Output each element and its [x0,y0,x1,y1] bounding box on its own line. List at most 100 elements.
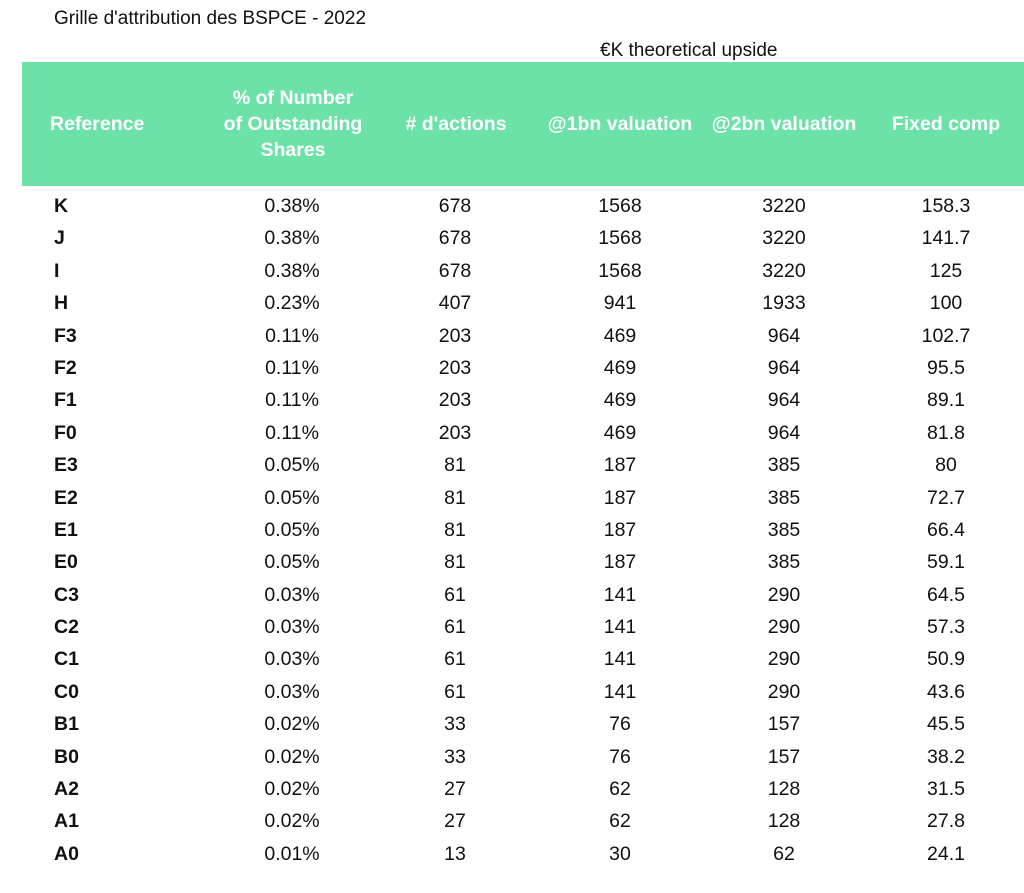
cell-number-of-shares: 203 [438,324,472,347]
table-row: F0 0.11% 203 469 964 81.8 [0,417,1024,449]
cell-reference: J [54,227,65,250]
cell-percent-shares: 0.05% [264,454,320,477]
table-row: F2 0.11% 203 469 964 95.5 [0,352,1024,384]
cell-fixed-comp: 66.4 [927,518,965,541]
cell-reference: F0 [54,421,77,444]
cell-1bn-valuation: 469 [603,389,637,412]
table-row: F1 0.11% 203 469 964 89.1 [0,384,1024,416]
cell-reference: C0 [54,680,79,703]
cell-1bn-valuation: 76 [609,745,631,768]
cell-2bn-valuation: 128 [767,810,801,833]
cell-number-of-shares: 81 [444,454,466,477]
cell-number-of-shares: 81 [444,551,466,574]
upside-group-label: €K theoretical upside [600,40,778,61]
column-header-1bn-valuation: @1bn valuation [547,113,693,135]
table-row: E3 0.05% 81 187 385 80 [0,449,1024,481]
cell-1bn-valuation: 187 [603,486,637,509]
cell-fixed-comp: 125 [929,259,963,282]
table-row: E1 0.05% 81 187 385 66.4 [0,514,1024,546]
cell-reference: A1 [54,810,79,833]
cell-percent-shares: 0.02% [264,778,320,801]
cell-number-of-shares: 203 [438,389,472,412]
column-header-reference: Reference [50,113,145,135]
cell-percent-shares: 0.02% [264,745,320,768]
cell-percent-shares: 0.05% [264,551,320,574]
cell-2bn-valuation: 1933 [762,292,806,315]
table-row: K 0.38% 678 1568 3220 158.3 [0,190,1024,222]
cell-number-of-shares: 61 [444,648,466,671]
cell-number-of-shares: 13 [444,842,466,865]
cell-fixed-comp: 43.6 [927,680,965,703]
cell-reference: C2 [54,616,79,639]
cell-percent-shares: 0.03% [264,616,320,639]
table-row: H 0.23% 407 941 1933 100 [0,287,1024,319]
column-header-number-of-shares: # d'actions [405,113,507,135]
cell-1bn-valuation: 187 [603,551,637,574]
cell-fixed-comp: 27.8 [927,810,965,833]
cell-1bn-valuation: 141 [603,583,637,606]
cell-1bn-valuation: 30 [609,842,631,865]
cell-percent-shares: 0.02% [264,713,320,736]
cell-percent-shares: 0.38% [264,227,320,250]
cell-1bn-valuation: 469 [603,421,637,444]
cell-1bn-valuation: 62 [609,810,631,833]
cell-reference: F3 [54,324,77,347]
cell-fixed-comp: 141.7 [921,227,971,250]
cell-percent-shares: 0.03% [264,680,320,703]
cell-reference: C3 [54,583,79,606]
cell-number-of-shares: 33 [444,745,466,768]
cell-2bn-valuation: 290 [767,648,801,671]
cell-reference: B0 [54,745,79,768]
cell-fixed-comp: 64.5 [927,583,965,606]
cell-2bn-valuation: 385 [767,454,801,477]
cell-1bn-valuation: 141 [603,680,637,703]
cell-2bn-valuation: 128 [767,778,801,801]
table-row: C2 0.03% 61 141 290 57.3 [0,611,1024,643]
cell-number-of-shares: 61 [444,680,466,703]
table-row: J 0.38% 678 1568 3220 141.7 [0,222,1024,254]
cell-fixed-comp: 38.2 [927,745,965,768]
cell-2bn-valuation: 290 [767,616,801,639]
cell-1bn-valuation: 1568 [598,227,642,250]
cell-fixed-comp: 72.7 [927,486,965,509]
cell-percent-shares: 0.23% [264,292,320,315]
cell-2bn-valuation: 62 [773,842,795,865]
cell-percent-shares: 0.11% [265,324,319,347]
cell-2bn-valuation: 290 [767,583,801,606]
cell-reference: F2 [54,356,77,379]
cell-percent-shares: 0.01% [264,842,320,865]
cell-percent-shares: 0.11% [265,421,319,444]
cell-reference: E2 [54,486,78,509]
table-row: E0 0.05% 81 187 385 59.1 [0,546,1024,578]
cell-fixed-comp: 45.5 [927,713,965,736]
cell-fixed-comp: 81.8 [927,421,965,444]
cell-reference: H [54,292,69,315]
cell-fixed-comp: 57.3 [927,616,965,639]
cell-1bn-valuation: 1568 [598,195,642,217]
table-body: K 0.38% 678 1568 3220 158.3 J 0.38% 678 1568 3220 1… [0,190,1024,870]
document-title: Grille d'attribution des BSPCE - 2022 [54,8,367,29]
cell-2bn-valuation: 964 [767,389,801,412]
cell-number-of-shares: 33 [444,713,466,736]
cell-2bn-valuation: 385 [767,486,801,509]
column-header-percent-shares: % of Number of Outstanding Shares [223,87,363,161]
table-row: C0 0.03% 61 141 290 43.6 [0,676,1024,708]
table-row: E2 0.05% 81 187 385 72.7 [0,482,1024,514]
cell-2bn-valuation: 3220 [762,259,806,282]
cell-1bn-valuation: 187 [603,518,637,541]
cell-1bn-valuation: 1568 [598,259,642,282]
cell-1bn-valuation: 187 [603,454,637,477]
cell-percent-shares: 0.03% [264,648,320,671]
cell-fixed-comp: 102.7 [921,324,971,347]
cell-fixed-comp: 31.5 [927,778,965,801]
cell-number-of-shares: 27 [444,778,466,801]
cell-reference: B1 [54,713,79,736]
cell-fixed-comp: 89.1 [927,389,965,412]
cell-1bn-valuation: 941 [603,292,637,315]
cell-2bn-valuation: 385 [767,551,801,574]
cell-reference: A2 [54,778,79,801]
cell-1bn-valuation: 141 [603,616,637,639]
cell-2bn-valuation: 3220 [762,195,806,217]
cell-percent-shares: 0.05% [264,486,320,509]
table-row: F3 0.11% 203 469 964 102.7 [0,320,1024,352]
